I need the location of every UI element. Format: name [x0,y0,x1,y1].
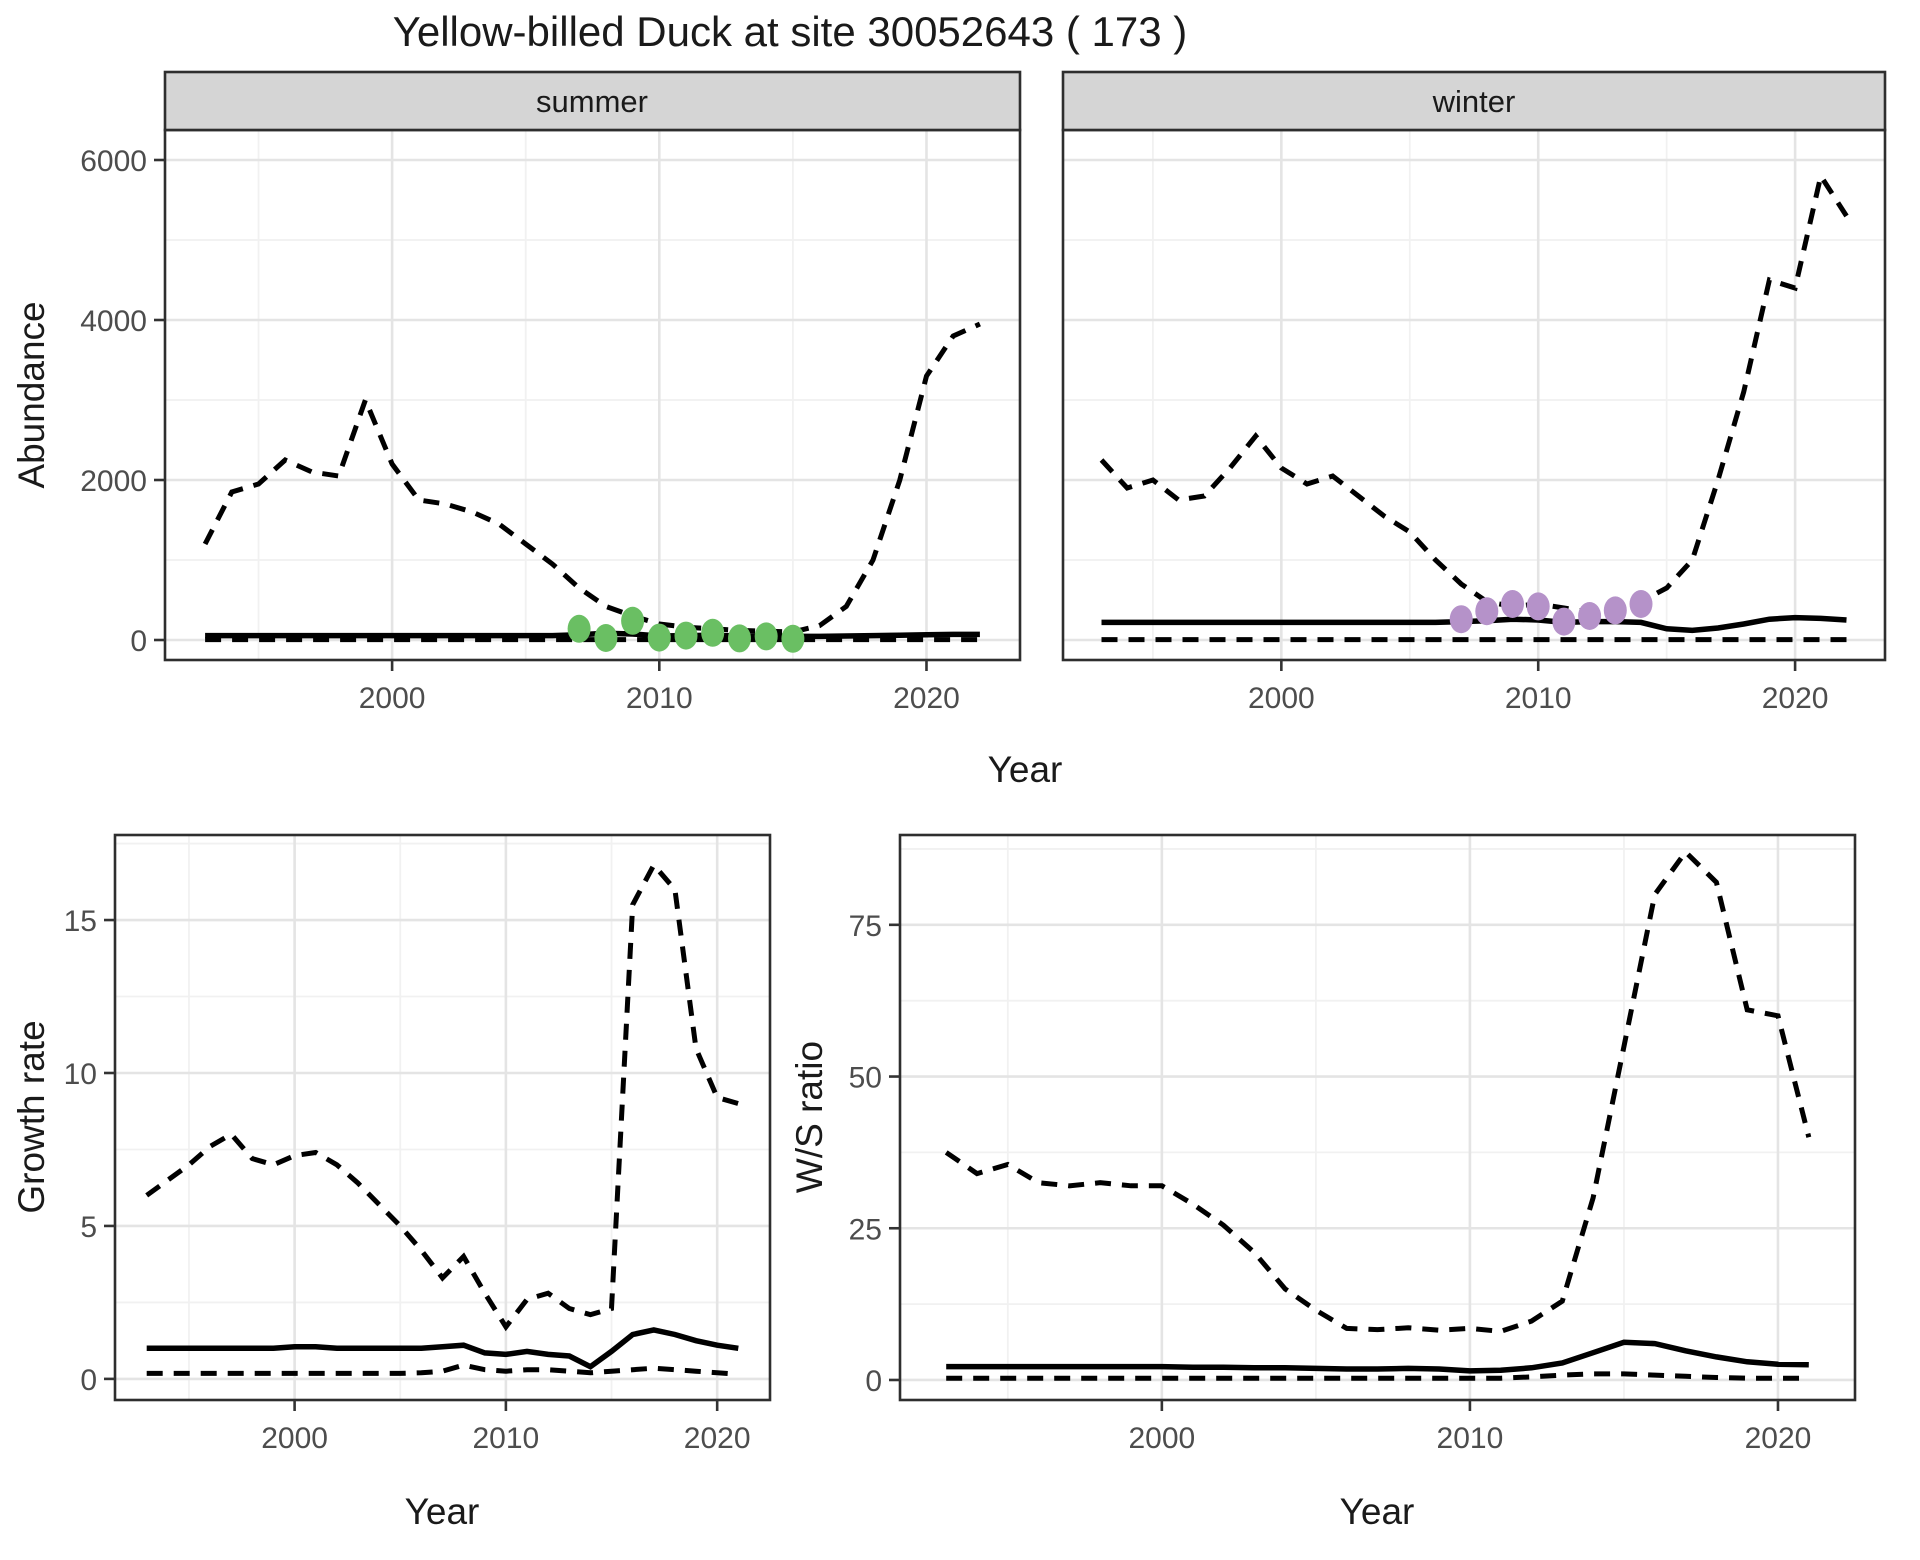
y-tick-label: 5 [80,1211,97,1244]
y-tick-label: 75 [849,910,882,943]
chart-title: Yellow-billed Duck at site 30052643 ( 17… [393,8,1188,55]
x-axis-title-year-top: Year [988,749,1063,790]
y-tick-label: 0 [865,1365,882,1398]
observed-point [1475,597,1499,626]
panel-border [113,833,772,1402]
observed-point [621,606,645,635]
abundance-summer-panel: 2000 2010 2020 0 2000 4000 6000 [80,70,1022,715]
y-tick-label: 2000 [80,465,147,498]
x-tick-label: 2020 [1745,1422,1812,1455]
observed-point [728,624,751,653]
y-tick-label: 6000 [80,145,147,178]
lower-ci-line [146,1362,739,1377]
facet-strip [163,70,1022,132]
x-tick-label: 2000 [1128,1422,1195,1455]
panel-background [900,835,1855,1400]
upper-ci-line [145,860,739,1332]
observed-point [1526,592,1550,621]
observed-point [647,623,671,652]
growth-rate-panel: 2000 2010 2020 0 5 10 15 [64,833,772,1455]
panel-background [115,835,770,1400]
observed-point [781,624,805,653]
observed-point [701,618,725,647]
x-axis-title-year-ws: Year [1340,1491,1415,1532]
observed-point [1629,590,1653,618]
y-tick-label: 4000 [80,305,147,338]
upper-ci-line [1099,169,1849,615]
y-tick-label: 15 [64,905,97,938]
y-tick-label: 0 [130,625,147,658]
observed-point [567,614,591,643]
y-tick-label: 10 [64,1058,97,1091]
fit-line [146,1327,739,1370]
x-tick-label: 2020 [893,682,960,715]
observed-point [1501,590,1524,618]
fit-line [205,630,980,640]
x-tick-label: 2010 [1505,682,1572,715]
x-tick-label: 2020 [1762,682,1829,715]
x-tick-label: 2010 [626,682,693,715]
panel-background [1063,130,1885,660]
y-axis-title-ws-ratio: W/S ratio [789,1041,830,1193]
y-tick-label: 25 [849,1213,882,1246]
ws-ratio-panel: 2000 2010 2020 0 25 50 75 [849,833,1857,1455]
observed-point [1603,596,1627,625]
observed-point [1578,602,1602,630]
panel-border [898,833,1857,1402]
y-axis-title-abundance: Abundance [11,301,52,488]
fit-line [946,1339,1809,1374]
x-tick-label: 2010 [1437,1422,1504,1455]
observed-point [1552,607,1576,636]
observed-point [594,624,618,652]
observed-point [1449,605,1473,634]
upper-ci-line [202,321,981,635]
x-axis-title-year-growth: Year [405,1491,480,1532]
y-tick-label: 50 [849,1062,882,1095]
y-axis-title-growth-rate: Growth rate [11,1020,52,1213]
x-tick-label: 2010 [473,1422,540,1455]
lower-ci-line [946,1371,1809,1381]
x-tick-label: 2020 [684,1422,751,1455]
upper-ci-line [944,848,1812,1334]
fit-line [1101,614,1847,634]
observed-point [674,621,698,650]
x-tick-label: 2000 [261,1422,328,1455]
facet-strip [1061,70,1887,132]
panel-background [165,130,1020,660]
x-tick-label: 2000 [1248,682,1315,715]
observed-point [754,622,778,651]
facet-label-summer: summer [536,84,648,119]
facet-label-winter: winter [1432,84,1516,119]
abundance-winter-panel: 2000 2010 2020 [1061,70,1887,715]
x-tick-label: 2000 [359,682,426,715]
y-tick-label: 0 [80,1364,97,1397]
